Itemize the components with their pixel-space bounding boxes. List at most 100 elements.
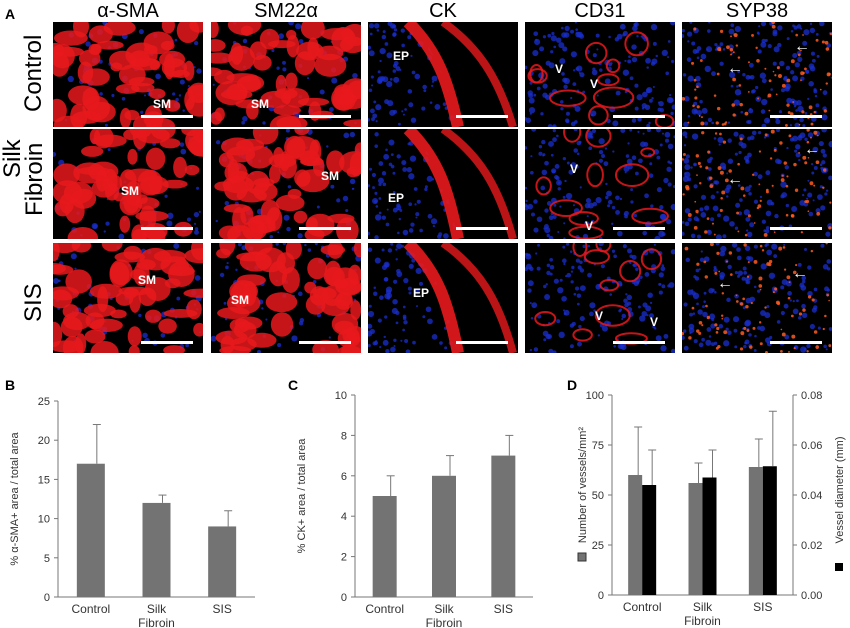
annotation-label: EP <box>393 49 410 63</box>
row-label-sis: SIS <box>20 283 47 322</box>
y-tick-label: 100 <box>586 390 604 402</box>
y-axis-label: % α-SMA+ area / total area <box>9 432 21 566</box>
micrograph-sma-row1 <box>53 22 203 127</box>
micrograph-sm22-row1 <box>211 22 361 127</box>
panel-letter-d: D <box>567 377 578 393</box>
y-axis-label: % CK+ area / total area <box>296 438 308 554</box>
arrow-icon: ← <box>804 141 820 158</box>
x-tick-label: Silk <box>434 602 454 616</box>
y-tick-label: 50 <box>592 490 604 502</box>
y-tick-label: 6 <box>341 471 347 483</box>
annotation-label: V <box>590 77 599 91</box>
annotation-label: SM <box>231 293 249 307</box>
arrow-icon: ← <box>792 265 808 282</box>
annotation-label: V <box>650 315 659 329</box>
arrow-icon: ← <box>717 275 733 292</box>
y-tick-label: 0 <box>598 590 604 602</box>
bar-sis <box>208 526 237 597</box>
y2-axis-label: Vessel diameter (mm) <box>834 437 846 544</box>
micrograph-sm22-row2 <box>211 129 361 239</box>
x-tick-label: Fibroin <box>684 614 721 628</box>
y2-tick-label: 0.04 <box>801 490 822 502</box>
y-tick-label: 0 <box>44 592 50 604</box>
micrograph-syp38-row3 <box>682 243 832 353</box>
y-tick-label: 25 <box>38 396 50 408</box>
y-tick-label: 0 <box>341 592 347 604</box>
annotation-label: SM <box>153 97 171 111</box>
column-header-asma: α-SMA <box>97 0 159 22</box>
chart-d-vessels: 0 25 50 75 100 0.00 0.02 0.04 0.06 0.08 Number of … <box>565 385 850 628</box>
y-tick-label: 10 <box>335 390 347 402</box>
bar-silk-fibroin <box>142 502 171 597</box>
panel-letter-c: C <box>288 377 299 393</box>
annotation-label: V <box>570 162 579 176</box>
row-label-control: Control <box>20 34 47 112</box>
x-tick-label: Fibroin <box>426 616 463 628</box>
x-tick-label: SIS <box>212 602 231 616</box>
y-tick-label: 20 <box>38 435 50 447</box>
micrograph-cd31-row3 <box>525 243 675 353</box>
y-tick-label: 2 <box>341 552 347 564</box>
y-axis-label: Number of vessels/mm² <box>577 427 589 543</box>
chart-b-asma-area: 0 5 10 15 20 25 % α-SMA+ area / total area Cont… <box>0 385 282 628</box>
column-header-cd31: CD31 <box>574 0 626 22</box>
row-label-fibroin: Fibroin <box>21 142 48 216</box>
micrograph-syp38-row2 <box>682 129 832 239</box>
bar-diameter-sis <box>762 466 777 595</box>
panel-letter-a: A <box>5 6 16 22</box>
micrograph-syp38-row1 <box>682 22 832 127</box>
y-tick-label: 4 <box>341 511 347 523</box>
x-tick-label: Control <box>623 600 662 614</box>
micrograph-ck-row3 <box>368 243 518 353</box>
micrograph-cd31-row1 <box>525 22 675 127</box>
x-tick-label: Silk <box>693 600 713 614</box>
annotation-label: SM <box>138 273 156 287</box>
x-tick-label: SIS <box>753 600 772 614</box>
y-tick-label: 10 <box>38 514 50 526</box>
bar-diameter-silk-fibroin <box>702 477 717 595</box>
y2-tick-label: 0.02 <box>801 540 822 552</box>
bar-vessels-control <box>628 475 643 595</box>
y-tick-label: 15 <box>38 474 50 486</box>
x-tick-label: Silk <box>147 602 167 616</box>
panel-letter-b: B <box>5 377 16 393</box>
arrow-icon: ← <box>794 38 810 55</box>
annotation-label: V <box>585 219 594 233</box>
legend-swatch-diameter <box>835 563 843 571</box>
micrograph-sma-row2 <box>53 129 203 239</box>
annotation-label: V <box>595 309 604 323</box>
column-header-sm22a: SM22α <box>254 0 318 22</box>
y-tick-label: 5 <box>44 553 50 565</box>
arrow-icon: ← <box>727 171 743 188</box>
y-tick-label: 25 <box>592 540 604 552</box>
bar-vessels-silk-fibroin <box>688 483 703 595</box>
chart-c-ck-area: 0 2 4 6 8 10 % CK+ area / total area Control Sil… <box>285 385 565 628</box>
legend-swatch-vessels <box>577 552 587 562</box>
micrograph-sm22-row3 <box>211 243 361 353</box>
annotation-label: EP <box>388 191 405 205</box>
annotation-label: EP <box>413 286 430 300</box>
y2-tick-label: 0.00 <box>801 590 822 602</box>
annotation-label: SM <box>321 169 339 183</box>
arrow-icon: ← <box>727 60 743 77</box>
x-tick-label: Control <box>71 602 110 616</box>
annotation-label: V <box>555 62 564 76</box>
annotation-label: SM <box>121 184 139 198</box>
bar-vessels-sis <box>748 467 763 595</box>
y-tick-label: 8 <box>341 430 347 442</box>
y-tick-label: 75 <box>592 440 604 452</box>
column-header-ck: CK <box>429 0 457 22</box>
bar-sis <box>491 455 516 597</box>
x-tick-label: SIS <box>494 602 513 616</box>
y2-tick-label: 0.08 <box>801 390 822 402</box>
bar-silk-fibroin <box>432 475 456 597</box>
bar-diameter-control <box>642 485 657 595</box>
annotation-label: SM <box>251 97 269 111</box>
micrograph-ck-row1 <box>368 22 518 127</box>
y2-tick-label: 0.06 <box>801 440 822 452</box>
micrograph-ck-row2 <box>368 129 518 239</box>
x-tick-label: Control <box>365 602 404 616</box>
micrograph-cd31-row2 <box>525 129 675 239</box>
column-header-syp38: SYP38 <box>725 0 789 22</box>
bar-control <box>76 463 105 597</box>
